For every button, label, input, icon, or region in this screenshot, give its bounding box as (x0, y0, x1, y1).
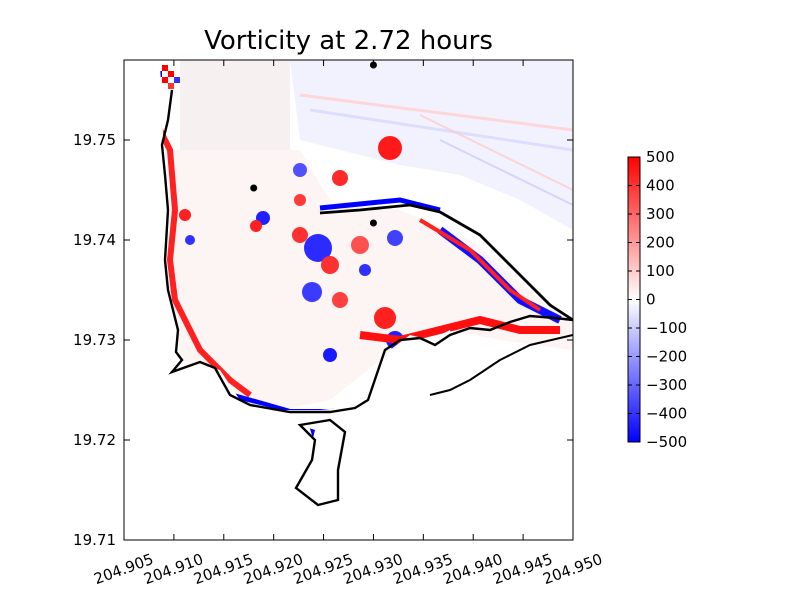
marker-point (250, 184, 258, 192)
colorbar-tick-label: −100 (646, 319, 687, 337)
y-tick-label: 19.72 (73, 431, 116, 449)
y-tick-label: 19.74 (73, 231, 116, 249)
colorbar-ticks: 500 400 300 200 100 0 −100 −200 −300 −400 −500 (628, 148, 687, 451)
colorbar-tick-label: 500 (646, 148, 675, 166)
colorbar-tick-label: −300 (646, 376, 687, 394)
axes-frame (123, 59, 574, 541)
colorbar-tick-label: −200 (646, 348, 687, 366)
chart-title: Vorticity at 2.72 hours (204, 26, 493, 56)
y-tick-label: 19.75 (73, 131, 116, 149)
colorbar-tick-label: 200 (646, 234, 675, 252)
colorbar-tick-label: 300 (646, 205, 675, 223)
colorbar-tick-label: 100 (646, 262, 675, 280)
y-tick-label: 19.71 (73, 531, 116, 549)
colorbar-tick-label: 400 (646, 177, 675, 195)
colorbar-tick-label: −500 (646, 433, 687, 451)
y-axis: 19.71 19.72 19.73 19.74 19.75 (73, 131, 573, 549)
colorbar-tick-label: 0 (646, 291, 656, 309)
colorbar-tick-label: −400 (646, 405, 687, 423)
marker-point (369, 219, 377, 227)
vorticity-field (124, 60, 573, 540)
y-tick-label: 19.73 (73, 331, 116, 349)
